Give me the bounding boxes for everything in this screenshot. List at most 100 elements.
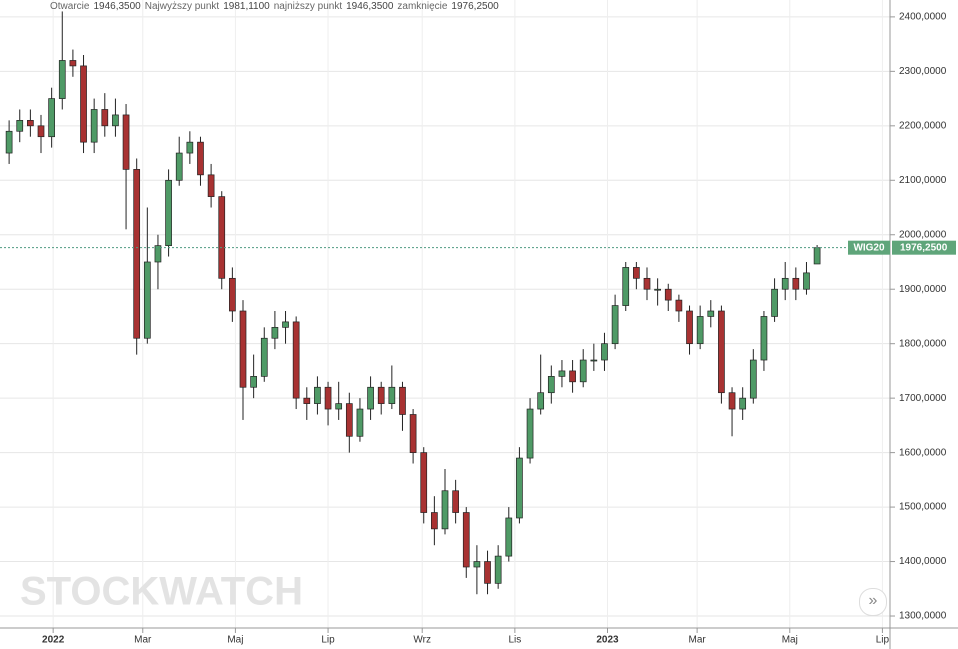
candle-body	[260, 337, 268, 377]
candle-body	[452, 490, 459, 513]
candle-body	[229, 277, 236, 312]
header-value: 1981,1100	[223, 1, 270, 12]
candle-body	[80, 65, 87, 143]
candle-body	[441, 490, 449, 530]
candle-body	[271, 326, 279, 339]
candle-body	[760, 316, 768, 361]
x-tick-label: Mar	[688, 635, 706, 646]
candle-body	[314, 386, 321, 404]
header-value: 1976,2500	[451, 1, 499, 12]
candle-body	[537, 392, 545, 410]
price-tag	[892, 240, 956, 255]
candle-body	[101, 109, 109, 127]
candle-body	[335, 403, 343, 410]
candle-body	[547, 376, 555, 394]
y-tick-label: 2100,0000	[899, 175, 947, 186]
candle-body	[654, 288, 661, 291]
x-tick-label: 2022	[42, 635, 65, 646]
candle-body	[473, 561, 481, 568]
x-tick-label: Maj	[227, 635, 243, 646]
candle-body	[601, 343, 608, 361]
x-tick-label: 2023	[596, 635, 619, 646]
candle-body	[16, 120, 24, 132]
candle-body	[771, 288, 778, 317]
candle-body	[590, 359, 598, 362]
candle-body	[58, 60, 66, 99]
candle-body	[197, 141, 204, 176]
y-tick-label: 2000,0000	[899, 229, 947, 240]
candle-body	[27, 120, 34, 127]
candle-body	[218, 196, 226, 279]
candle-body	[643, 277, 651, 290]
x-tick-label: Maj	[782, 635, 798, 646]
y-tick-label: 1900,0000	[899, 284, 947, 295]
watermark: STOCKWATCH	[20, 570, 303, 614]
x-tick-label: Lip	[321, 635, 335, 646]
candle-body	[122, 114, 130, 170]
header-label: Otwarcie	[50, 1, 90, 12]
candle-body	[377, 386, 385, 404]
candle-body	[675, 299, 683, 312]
y-tick-label: 1400,0000	[899, 556, 947, 567]
ohlc-header: Otwarcie 1946,3500 Najwyższy punkt 1981,110…	[50, 1, 503, 12]
candle-body	[165, 179, 172, 246]
candle-body	[324, 386, 332, 410]
candle-body	[399, 386, 406, 415]
candle-body	[707, 310, 715, 317]
candle-body	[462, 512, 470, 568]
y-tick-label: 1300,0000	[899, 611, 947, 622]
header-label: Najwyższy punkt	[144, 1, 220, 12]
y-tick-label: 2200,0000	[899, 120, 947, 131]
candle-body	[516, 457, 523, 519]
header-value: 1946,3500	[346, 1, 394, 12]
candle-body	[388, 386, 396, 404]
candle-body	[781, 277, 789, 290]
y-tick-label: 1700,0000	[899, 393, 947, 404]
candle-body	[431, 512, 438, 530]
candle-body	[526, 408, 534, 459]
candle-body	[175, 152, 183, 181]
x-tick-label: Lip	[876, 635, 890, 646]
candle-body	[813, 247, 821, 265]
candle-body	[803, 272, 810, 290]
candle-body	[728, 392, 736, 410]
candle-body	[558, 370, 566, 377]
candle-body	[494, 555, 502, 584]
candle-body	[303, 397, 311, 404]
candle-body	[282, 321, 289, 328]
candle-body	[250, 376, 257, 388]
candle-body	[622, 267, 630, 306]
candle-body	[90, 109, 98, 143]
header-value: 1946,3500	[93, 1, 141, 12]
candle-body	[69, 60, 77, 67]
candle-body	[633, 267, 640, 279]
y-tick-label: 1800,0000	[899, 338, 947, 349]
candle-body	[718, 310, 725, 394]
candle-body	[186, 141, 194, 154]
y-tick-label: 1500,0000	[899, 502, 947, 513]
candle-body	[112, 114, 119, 127]
candle-body	[420, 452, 428, 513]
y-tick-label: 1600,0000	[899, 447, 947, 458]
candle-body	[792, 277, 800, 290]
candle-body	[37, 125, 45, 138]
x-tick-label: Mar	[134, 635, 152, 646]
candle-body	[505, 517, 513, 557]
candle-body	[664, 288, 672, 301]
candle-body	[239, 310, 247, 388]
candle-body	[739, 397, 747, 410]
scroll-button[interactable]: »	[859, 588, 887, 616]
candle-body	[484, 561, 491, 584]
price-label: 1976,2500	[900, 242, 948, 253]
candle-body	[207, 174, 215, 197]
candle-body	[356, 408, 364, 437]
candle-body	[749, 359, 757, 399]
y-tick-label: 2400,0000	[899, 12, 947, 23]
candle-body	[345, 403, 353, 437]
candle-body	[686, 310, 693, 345]
candle-body	[292, 321, 300, 399]
header-label: zamknięcie	[397, 1, 448, 12]
y-tick-label: 2300,0000	[899, 66, 947, 77]
candle-body	[5, 130, 13, 154]
